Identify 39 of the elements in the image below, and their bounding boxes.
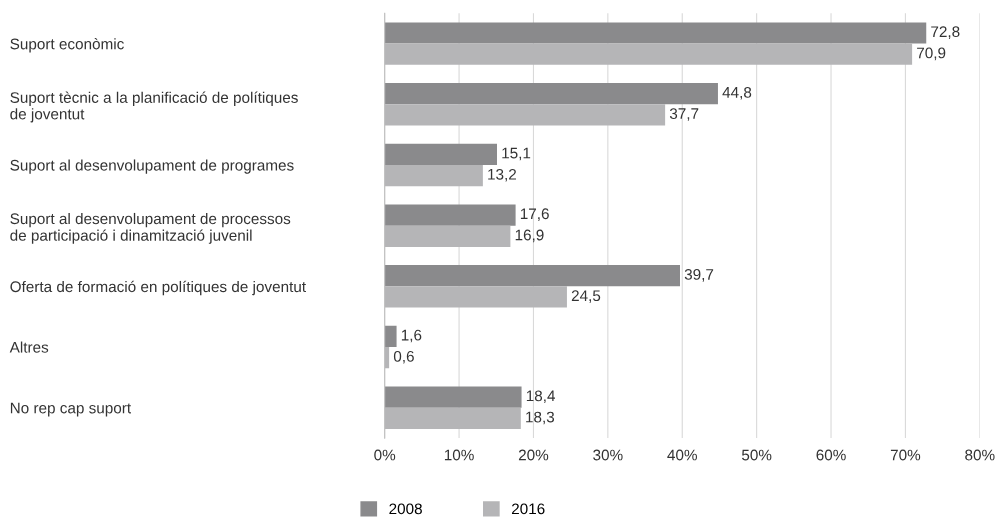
y-tick-label: Altres <box>9 341 49 353</box>
bar <box>384 83 718 105</box>
x-tick-label: 20% <box>518 449 549 461</box>
data-label: 44,8 <box>722 86 752 100</box>
y-tick-label: Suport econòmic <box>10 37 124 53</box>
legend-label: 2008 <box>389 503 422 515</box>
data-label: 24,5 <box>571 290 601 303</box>
bar <box>384 265 681 287</box>
data-label: 15,1 <box>502 147 531 161</box>
bar <box>384 204 516 226</box>
x-tick-label: 10% <box>444 449 474 461</box>
bar <box>384 143 498 165</box>
x-tick-label: 80% <box>965 449 995 461</box>
x-tick-label: 70% <box>890 449 921 461</box>
x-tick-label: 0% <box>374 449 396 461</box>
y-tick-label: No rep cap suport <box>10 402 131 417</box>
data-label: 70,9 <box>917 47 946 61</box>
data-label: 0,6 <box>393 350 414 364</box>
data-label: 1,6 <box>401 329 422 343</box>
data-label: 72,8 <box>931 26 960 39</box>
x-tick-label: 30% <box>593 449 623 461</box>
data-label: 17,6 <box>520 208 549 221</box>
y-tick-label: Suport al desenvolupament de processos de participació i dinamització juvenil <box>10 212 291 244</box>
data-label: 37,7 <box>669 108 699 121</box>
x-tick-label: 50% <box>741 449 772 461</box>
bar <box>384 325 397 348</box>
data-label: 18,3 <box>526 411 555 425</box>
x-tick-label: 40% <box>667 449 697 461</box>
data-label: 18,4 <box>526 390 556 404</box>
y-tick-label: Suport al desenvolupament de programes <box>10 159 294 174</box>
data-label: 13,2 <box>488 168 517 182</box>
data-label: 16,9 <box>515 229 544 243</box>
data-label: 39,7 <box>684 269 714 282</box>
x-tick-label: 60% <box>816 449 846 461</box>
y-tick-label: Suport tècnic a la planificació de polítiques de joventut <box>10 91 298 123</box>
bar <box>384 386 522 408</box>
legend-label: 2016 <box>511 503 545 515</box>
y-tick-label: Oferta de formació en polítiques de joventut <box>10 280 306 296</box>
bar <box>384 22 927 44</box>
